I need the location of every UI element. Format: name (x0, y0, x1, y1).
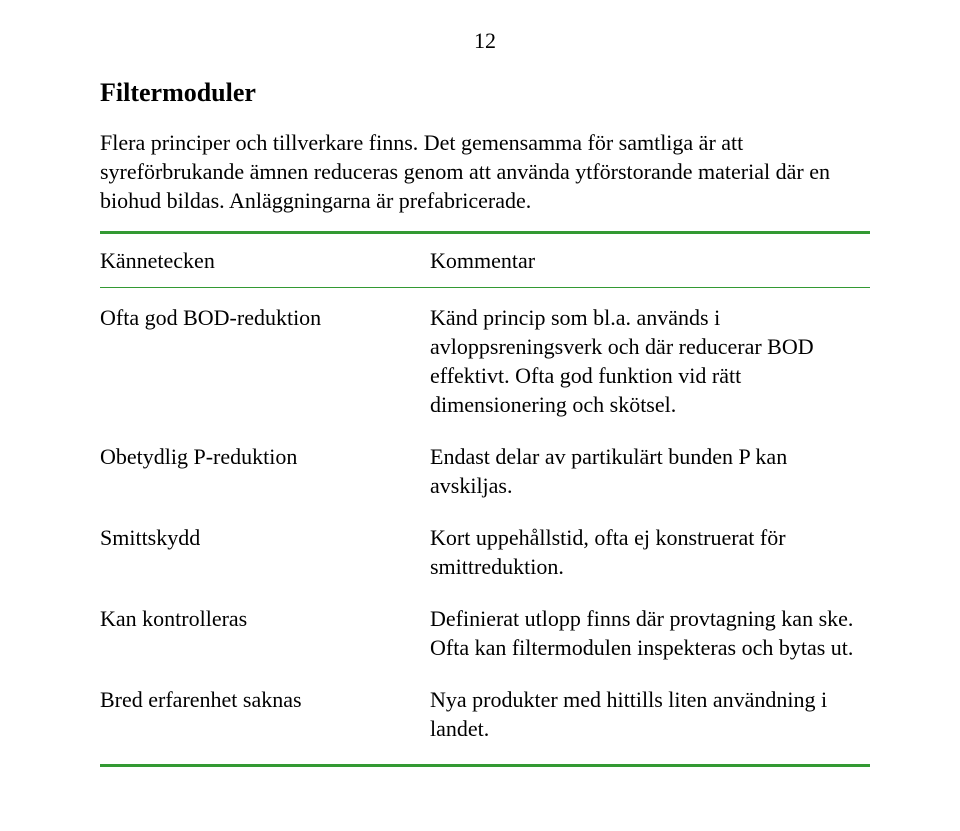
rule-top (100, 231, 870, 234)
page-number: 12 (100, 28, 870, 54)
table-row: Obetydlig P-reduktion Endast delar av pa… (100, 433, 870, 514)
header-left: Kännetecken (100, 246, 430, 275)
cell-right: Definierat utlopp finns där provtagning … (430, 601, 870, 670)
table-row: Bred erfarenhet saknas Nya produkter med… (100, 676, 870, 757)
cell-left: Kan kontrolleras (100, 601, 430, 641)
cell-right: Känd princip som bl.a. används i avlopps… (430, 300, 870, 427)
intro-paragraph: Flera principer och tillverkare finns. D… (100, 128, 870, 215)
cell-right: Kort uppehållstid, ofta ej konstruerat f… (430, 520, 870, 589)
rule-bottom (100, 764, 870, 767)
table-row: Ofta god BOD-reduktion Känd princip som … (100, 294, 870, 433)
cell-left: Obetydlig P-reduktion (100, 439, 430, 479)
cell-left: Smittskydd (100, 520, 430, 560)
document-page: 12 Filtermoduler Flera principer och til… (0, 0, 960, 813)
cell-left: Bred erfarenhet saknas (100, 682, 430, 722)
cell-right: Endast delar av partikulärt bunden P kan… (430, 439, 870, 508)
section-heading: Filtermoduler (100, 78, 870, 108)
cell-right: Nya produkter med hittills liten användn… (430, 682, 870, 751)
rule-under-header (100, 287, 870, 288)
header-right: Kommentar (430, 246, 870, 275)
table-row: Smittskydd Kort uppehållstid, ofta ej ko… (100, 514, 870, 595)
table-row: Kan kontrolleras Definierat utlopp finns… (100, 595, 870, 676)
table-header-row: Kännetecken Kommentar (100, 240, 870, 281)
cell-left: Ofta god BOD-reduktion (100, 300, 430, 340)
